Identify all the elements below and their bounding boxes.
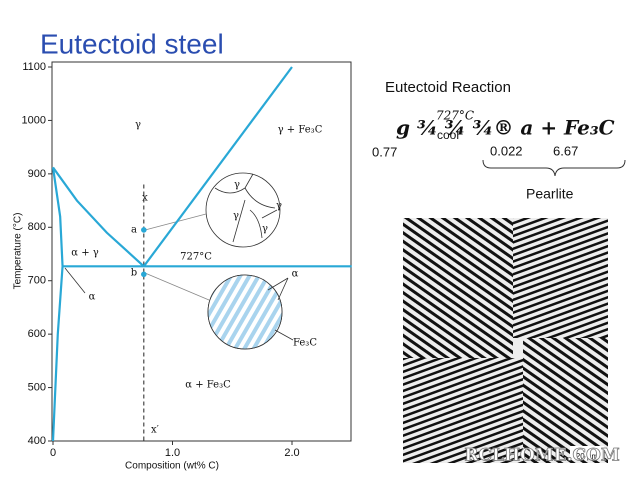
y-tick-label: 1000 <box>22 114 46 126</box>
annotation: b <box>131 268 137 279</box>
composition: 0.77 <box>372 144 397 159</box>
x-tick-label: 0 <box>50 447 56 459</box>
annotation: γ <box>135 120 141 131</box>
phase-boundary <box>142 66 293 267</box>
micrograph <box>403 218 608 463</box>
annotation: γ <box>234 180 240 191</box>
plot-frame <box>51 61 352 442</box>
annotation: α + Fe₃C <box>185 380 231 391</box>
x-tick-label: 2.0 <box>284 447 299 459</box>
phase-boundary <box>51 167 64 442</box>
annotation: γ + Fe₃C <box>278 125 323 136</box>
annotation: γ <box>276 201 282 212</box>
y-tick-label: 700 <box>28 275 46 287</box>
point <box>141 227 147 233</box>
microstructure <box>64 172 294 350</box>
annotation: α <box>292 269 299 280</box>
point <box>141 271 147 278</box>
annotation: α <box>89 292 96 303</box>
phase-boundary <box>52 166 145 268</box>
y-tick-label: 900 <box>28 168 46 180</box>
y-tick-label: 500 <box>28 381 46 393</box>
annotation: a <box>131 225 137 236</box>
composition: 6.67 <box>553 143 578 158</box>
annotation: Fe₃C <box>293 338 317 349</box>
watermark: RCLHOME.COM <box>464 446 620 466</box>
y-tick-label: 400 <box>28 435 46 447</box>
annotation: 727°C <box>180 252 212 263</box>
brace <box>482 159 626 177</box>
reaction-equation: g ¾ ¾ ¾® a + Fe₃C <box>396 116 615 140</box>
composition: 0.022 <box>490 143 523 158</box>
y-tick-label: 1100 <box>22 61 46 73</box>
annotation: γ <box>262 224 268 235</box>
annotation: x′ <box>151 425 160 436</box>
x-tick-label: 1.0 <box>165 447 180 459</box>
reaction-temperature: 727°C <box>436 109 474 123</box>
annotation: x <box>142 193 148 204</box>
annotation: γ <box>233 211 239 222</box>
reaction-condition: cool <box>437 128 459 142</box>
x-axis-title: Composition (wt% C) <box>125 461 219 472</box>
slide-title: Eutectoid steel <box>40 28 224 59</box>
y-axis-title: Temperature (°C) <box>13 213 24 290</box>
annotation: α + γ <box>71 248 98 259</box>
reaction-heading: Eutectoid Reaction <box>385 79 511 96</box>
y-tick-label: 800 <box>28 221 46 233</box>
product: Pearlite <box>526 186 574 202</box>
y-tick-label: 600 <box>28 328 46 340</box>
scale-label: 20 µm <box>576 452 599 461</box>
